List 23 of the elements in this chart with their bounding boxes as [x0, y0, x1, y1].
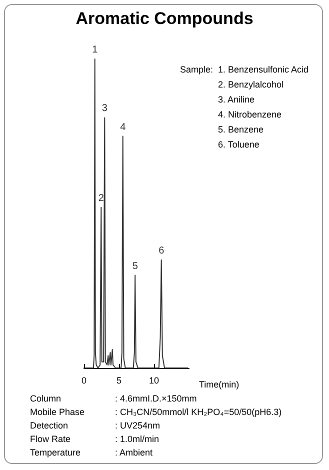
text: 1. Benzensulfonic Acid — [218, 64, 309, 74]
text: Flow Rate : 1.0ml/min — [30, 434, 160, 444]
x-tick-label: 0 — [81, 376, 87, 386]
annotation: 4 — [120, 122, 126, 133]
text: 6. Toluene — [218, 140, 260, 150]
annotation: 6 — [158, 245, 165, 256]
text: Mobile Phase : CH₃CN/50mmol/l KH₂PO₄=50/50(pH6.3) — [30, 407, 282, 417]
text: Detection : UV254nm — [30, 420, 160, 430]
annotation: 1 — [92, 44, 98, 56]
annotation: 5 — [132, 260, 138, 272]
text: 2. Benzylalcohol — [218, 80, 284, 90]
x-tick-label: 10 — [148, 376, 160, 386]
annotation: 2 — [98, 192, 104, 204]
x-tick-label: 5 — [116, 376, 122, 386]
text: Temperature : Ambient — [30, 448, 153, 458]
annotation: 3 — [102, 103, 108, 114]
text: Column : 4.6mmI.D.×150mm — [30, 394, 197, 404]
text: 4. Nitrobenzene — [218, 110, 282, 120]
text: 5. Benzene — [218, 124, 264, 134]
text: 3. Aniline — [218, 94, 255, 104]
annotation: Sample: — [180, 64, 214, 74]
x-axis-title: Time(min) — [199, 380, 240, 390]
chart-title: Aromatic Compounds — [76, 9, 254, 28]
